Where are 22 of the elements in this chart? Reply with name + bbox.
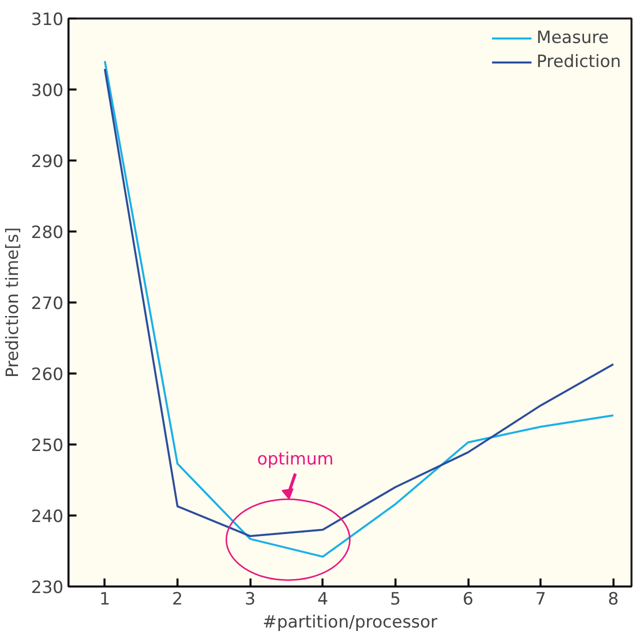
x-tick-label: 8 <box>608 590 619 610</box>
y-tick-label: 240 <box>31 507 64 527</box>
y-tick-label: 290 <box>31 152 64 172</box>
y-axis-title: Prediction time[s] <box>3 227 24 378</box>
y-tick-label: 260 <box>31 365 64 385</box>
x-axis-title: #partition/processor <box>262 612 438 632</box>
x-tick-label: 3 <box>244 590 256 610</box>
x-tick-label: 1 <box>99 590 110 610</box>
x-tick-label: 7 <box>535 590 546 610</box>
legend-label: Measure <box>536 28 609 48</box>
y-tick-label: 230 <box>31 578 64 598</box>
x-tick-label: 5 <box>390 590 401 610</box>
y-tick-label: 300 <box>31 81 64 101</box>
x-tick-label: 4 <box>317 590 328 610</box>
legend-label: Prediction <box>536 52 621 72</box>
y-tick-label: 280 <box>31 223 64 243</box>
y-tick-label: 250 <box>31 436 64 456</box>
y-tick-label: 310 <box>31 10 64 30</box>
y-tick-label: 270 <box>31 294 64 314</box>
annotation: optimum <box>257 449 334 470</box>
x-tick-label: 6 <box>462 590 474 610</box>
x-tick-label: 2 <box>172 590 183 610</box>
